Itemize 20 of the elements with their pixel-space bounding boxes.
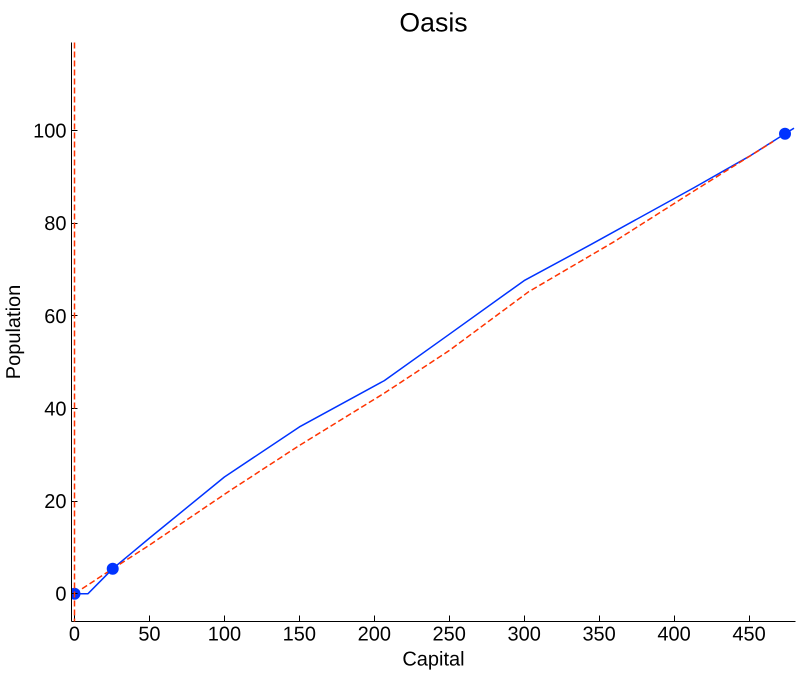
y-tick-label: 40 — [44, 398, 67, 420]
x-tick-label: 250 — [432, 624, 466, 646]
y-tick-label: 0 — [55, 584, 66, 606]
x-tick-label: 50 — [138, 624, 161, 646]
x-tick-label: 400 — [657, 624, 691, 646]
y-tick-label: 100 — [33, 120, 67, 143]
x-tick-label: 350 — [582, 624, 616, 646]
x-tick-label: 200 — [358, 624, 391, 646]
x-tick-label: 450 — [732, 624, 766, 646]
chart-title: Oasis — [399, 8, 468, 38]
x-tick-label: 0 — [68, 624, 80, 646]
y-tick-label: 60 — [44, 306, 67, 328]
x-axis-title: Capital — [402, 648, 465, 670]
x-tick-label: 300 — [508, 624, 541, 646]
x-tick-label: 100 — [208, 624, 242, 646]
y-axis-title: Population — [3, 284, 26, 380]
y-tick-label: 20 — [44, 491, 67, 514]
point — [106, 562, 119, 575]
y-tick-label: 80 — [44, 213, 67, 236]
x-tick-label: 150 — [282, 624, 316, 646]
